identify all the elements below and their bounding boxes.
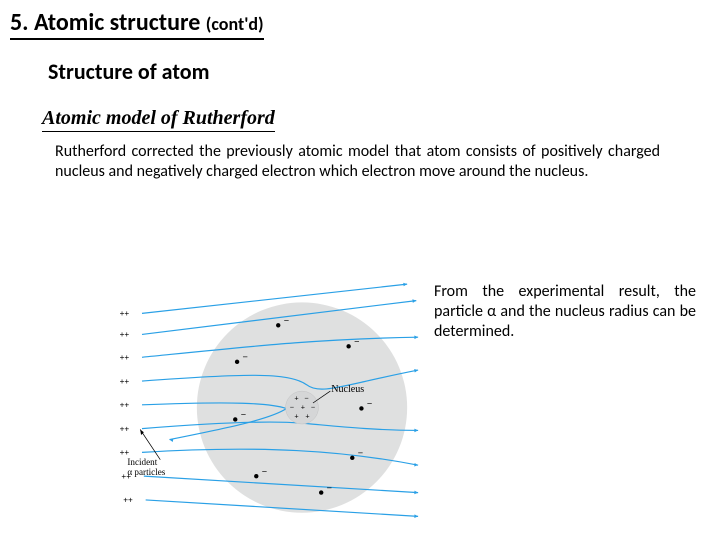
page-title: 5. Atomic structure (cont'd) xyxy=(10,8,264,40)
svg-text:−: − xyxy=(290,402,294,411)
svg-text:++: ++ xyxy=(120,309,130,318)
svg-text:−: − xyxy=(284,315,289,325)
svg-text:++: ++ xyxy=(120,401,130,410)
svg-text:α particles: α particles xyxy=(127,467,165,477)
svg-text:++: ++ xyxy=(120,377,130,386)
svg-text:+: + xyxy=(305,412,309,421)
section-heading: Atomic model of Rutherford xyxy=(42,107,275,132)
body-paragraph: Rutherford corrected the previously atom… xyxy=(55,142,660,182)
subtitle: Structure of atom xyxy=(48,58,720,85)
rutherford-diagram: +−−+−++Nucleus−−−−−−−−++++++++++++++++++… xyxy=(110,275,430,531)
title-main: 5. Atomic structure xyxy=(10,8,206,37)
svg-text:−: − xyxy=(241,410,246,420)
svg-text:−: − xyxy=(262,466,267,476)
svg-text:−: − xyxy=(358,448,363,458)
svg-text:−: − xyxy=(311,402,315,411)
svg-text:++: ++ xyxy=(120,448,130,457)
svg-text:−: − xyxy=(367,399,372,409)
svg-text:−: − xyxy=(243,352,248,362)
svg-text:−: − xyxy=(354,336,359,346)
svg-text:++: ++ xyxy=(120,353,130,362)
svg-text:Nucleus: Nucleus xyxy=(331,384,364,395)
svg-text:+: + xyxy=(294,393,298,402)
svg-text:+: + xyxy=(294,412,298,421)
svg-text:++: ++ xyxy=(123,496,133,505)
svg-text:−: − xyxy=(304,393,308,402)
svg-text:+: + xyxy=(301,402,305,411)
svg-text:++: ++ xyxy=(120,330,130,339)
svg-text:++: ++ xyxy=(120,424,130,433)
title-contd: (cont'd) xyxy=(206,13,264,35)
svg-text:Incident: Incident xyxy=(127,457,157,467)
side-paragraph: From the experimental result, the partic… xyxy=(434,282,696,342)
svg-text:−: − xyxy=(327,483,332,493)
